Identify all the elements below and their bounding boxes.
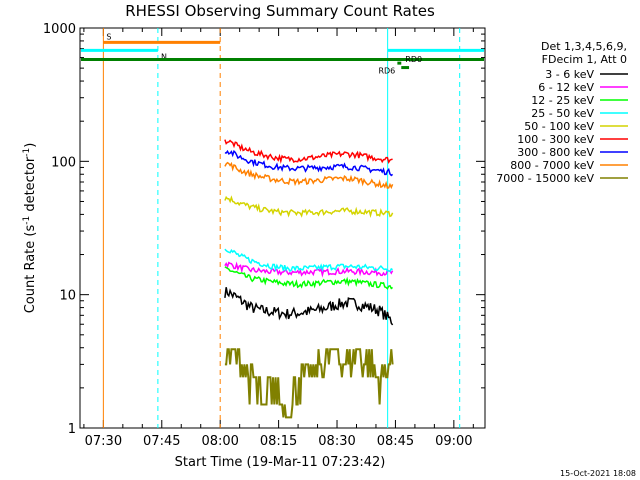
x-tick-label: 09:00 [435,434,472,449]
y-axis-label: Count Rate (s-1 detector-1) [22,143,38,314]
x-axis-label: Start Time (19-Mar-11 07:23:42) [175,455,386,470]
y-tick-label: 100 [51,155,76,170]
plot-area: 07:30 07:45 08:00 08:15 08:30 08:45 09:00 1 10 10… [43,22,486,449]
x-tick-label: 08:00 [201,434,238,449]
flag-label: S [106,32,111,41]
series-line-6 [224,139,393,165]
legend-label-5: 50 - 100 keV [524,120,594,133]
y-axis-label-base: Count Rate (s [23,225,38,314]
legend-label-7: 300 - 800 keV [517,146,594,159]
series-line-1 [224,287,394,326]
footer-timestamp: 15-Oct-2021 18:08 [560,469,636,478]
chart-title: RHESSI Observing Summary Count Rates [125,2,435,20]
series-line-4 [224,248,393,273]
y-tick-label: 10 [59,289,76,304]
series-line-5 [224,195,394,218]
legend-header-line-1: Det 1,3,4,5,6,9, [541,40,627,53]
legend-label-6: 100 - 300 keV [517,133,594,146]
x-tick-label: 08:45 [377,434,414,449]
series-line-3 [224,266,394,290]
legend-label-4: 25 - 50 keV [531,107,594,120]
legend-label-3: 12 - 25 keV [531,94,594,107]
y-axis-label-sup-1: -1 [22,216,32,225]
series-line-8 [224,161,394,190]
legend-label-8: 800 - 7000 keV [510,159,594,172]
x-tick-label: 08:30 [318,434,355,449]
series-line-7 [224,149,394,177]
legend-header-line-2: FDecim 1, Att 0 [542,53,627,66]
flag-label: RD6 [378,67,395,76]
flag-label: N [161,52,167,61]
x-tick-label: 08:15 [260,434,297,449]
legend: Det 1,3,4,5,6,9, FDecim 1, Att 0 3 - 6 k… [496,40,628,185]
y-axis-label-sup-2: -1 [22,148,32,157]
x-tick-label: 07:45 [143,434,180,449]
y-axis-label-mid: detector [23,156,38,216]
y-tick-label: 1000 [43,22,76,37]
x-tick-label: 07:30 [85,434,122,449]
series-line-2 [224,261,394,278]
plot-frame [79,27,486,429]
y-axis-label-end: ) [23,143,38,148]
legend-label-9: 7000 - 15000 keV [496,172,594,185]
y-tick-label: 1 [68,422,76,437]
legend-label-1: 3 - 6 keV [545,68,594,81]
legend-label-2: 6 - 12 keV [538,81,594,94]
series-line-9 [224,348,394,419]
flag-label: RD0 [405,55,422,64]
